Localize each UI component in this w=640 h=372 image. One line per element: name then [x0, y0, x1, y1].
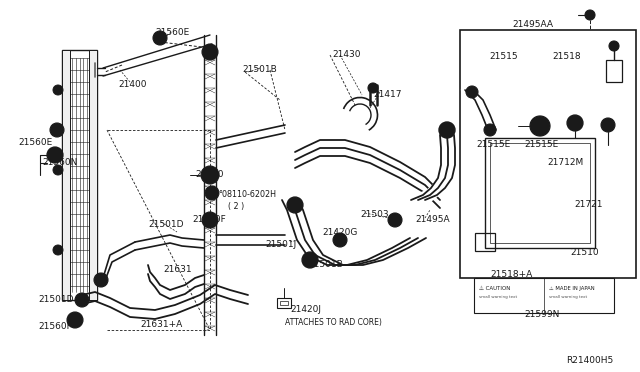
Circle shape	[333, 233, 347, 247]
Circle shape	[207, 48, 214, 55]
Circle shape	[572, 119, 579, 126]
Text: R21400H5: R21400H5	[566, 356, 613, 365]
Text: ⚠ CAUTION: ⚠ CAUTION	[479, 286, 510, 291]
Circle shape	[488, 128, 493, 132]
Text: 21501D: 21501D	[38, 295, 74, 304]
Text: 21518: 21518	[552, 52, 580, 61]
Text: 21515E: 21515E	[476, 140, 510, 149]
Text: 21420J: 21420J	[290, 305, 321, 314]
Circle shape	[153, 31, 167, 45]
Bar	[62, 50, 97, 300]
Text: 21721: 21721	[574, 200, 602, 209]
Circle shape	[601, 118, 615, 132]
Circle shape	[291, 202, 298, 208]
Circle shape	[609, 41, 619, 51]
Text: 21560F: 21560F	[192, 215, 226, 224]
Circle shape	[388, 213, 402, 227]
Circle shape	[205, 186, 219, 200]
Text: 21560E: 21560E	[155, 28, 189, 37]
Circle shape	[466, 86, 478, 98]
Text: ATTACHES TO RAD CORE): ATTACHES TO RAD CORE)	[285, 318, 382, 327]
Text: 21480: 21480	[195, 170, 223, 179]
Bar	[460, 30, 636, 278]
Bar	[490, 143, 590, 243]
Circle shape	[71, 316, 79, 324]
Circle shape	[605, 122, 611, 128]
Text: 21631: 21631	[163, 265, 191, 274]
Circle shape	[94, 273, 108, 287]
Circle shape	[47, 147, 63, 163]
Text: 21503: 21503	[360, 210, 388, 219]
Text: 21515: 21515	[489, 52, 518, 61]
Circle shape	[302, 252, 318, 268]
Circle shape	[50, 123, 64, 137]
Text: 21430: 21430	[332, 50, 360, 59]
Bar	[485, 138, 595, 248]
Text: 21560E: 21560E	[18, 138, 52, 147]
Text: 21417: 21417	[373, 90, 401, 99]
Text: small warning text: small warning text	[549, 295, 587, 299]
Circle shape	[202, 212, 218, 228]
Circle shape	[439, 122, 455, 138]
Text: 21420G: 21420G	[322, 228, 357, 237]
Circle shape	[202, 44, 218, 60]
Circle shape	[307, 257, 314, 263]
Text: ( 2 ): ( 2 )	[228, 202, 244, 211]
Text: 21501D: 21501D	[148, 220, 184, 229]
Text: 21495AA: 21495AA	[512, 20, 553, 29]
Circle shape	[54, 126, 61, 134]
Circle shape	[157, 35, 163, 41]
Circle shape	[51, 151, 59, 159]
Bar	[89, 50, 97, 300]
Circle shape	[79, 297, 85, 303]
Circle shape	[207, 217, 214, 224]
Circle shape	[75, 293, 89, 307]
Circle shape	[585, 10, 595, 20]
Circle shape	[206, 171, 214, 179]
Circle shape	[287, 197, 303, 213]
Text: 21495A: 21495A	[415, 215, 450, 224]
Bar	[277, 298, 291, 308]
Text: 21501J: 21501J	[265, 240, 296, 249]
Circle shape	[470, 90, 474, 94]
Circle shape	[53, 245, 63, 255]
Text: 21712M: 21712M	[547, 158, 583, 167]
Bar	[475, 233, 495, 251]
Circle shape	[337, 237, 343, 243]
Circle shape	[567, 115, 583, 131]
Text: 21599N: 21599N	[524, 310, 559, 319]
Text: 21510: 21510	[570, 248, 598, 257]
Circle shape	[67, 312, 83, 328]
Text: °08110-6202H: °08110-6202H	[218, 190, 276, 199]
Text: 21501B: 21501B	[242, 65, 276, 74]
Text: small warning text: small warning text	[479, 295, 517, 299]
Circle shape	[201, 166, 219, 184]
Text: B: B	[209, 190, 214, 196]
Circle shape	[368, 83, 378, 93]
Bar	[606, 60, 622, 82]
Circle shape	[535, 121, 545, 131]
Text: 21518+A: 21518+A	[490, 270, 532, 279]
Circle shape	[53, 165, 63, 175]
Circle shape	[484, 124, 496, 136]
Circle shape	[98, 277, 104, 283]
Text: 21560F: 21560F	[38, 322, 72, 331]
Text: 21515E: 21515E	[524, 140, 558, 149]
Bar	[62, 50, 70, 300]
Text: 21631+A: 21631+A	[140, 320, 182, 329]
Circle shape	[530, 116, 550, 136]
Text: 21400: 21400	[118, 80, 147, 89]
Circle shape	[53, 85, 63, 95]
Bar	[474, 278, 614, 313]
Circle shape	[74, 318, 77, 321]
Circle shape	[56, 88, 60, 92]
Bar	[280, 301, 288, 305]
Circle shape	[56, 248, 60, 252]
Text: ⚠ MADE IN JAPAN: ⚠ MADE IN JAPAN	[549, 286, 595, 291]
Text: 21501B: 21501B	[308, 260, 343, 269]
Circle shape	[56, 168, 60, 172]
Circle shape	[392, 217, 398, 223]
Text: 21560N: 21560N	[42, 158, 77, 167]
